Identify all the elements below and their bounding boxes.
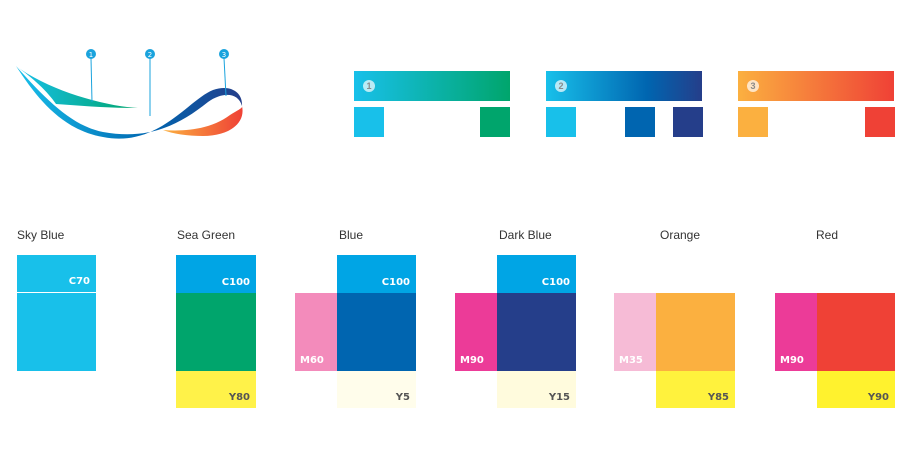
logo-marker-3: 3 bbox=[222, 51, 226, 59]
logo-marker-2: 2 bbox=[148, 51, 152, 59]
swatch-orange bbox=[738, 107, 768, 137]
sea-green-yellow-block: Y80 bbox=[176, 371, 256, 408]
orange-main-block bbox=[656, 293, 735, 371]
red-magenta-block: M90 bbox=[775, 293, 817, 371]
brand-logo-icon: 1 2 3 bbox=[16, 49, 243, 139]
color-name-sea-green: Sea Green bbox=[177, 228, 236, 242]
color-name-orange: Orange bbox=[660, 228, 701, 242]
cmyk-code: M90 bbox=[460, 355, 484, 366]
divider bbox=[17, 292, 96, 293]
gradient-bar-number: 3 bbox=[747, 80, 759, 92]
swatch-red bbox=[865, 107, 895, 137]
swatch-blue bbox=[625, 107, 655, 137]
dark-blue-main-block bbox=[497, 293, 576, 371]
sky-blue-main-block bbox=[17, 293, 96, 371]
orange-yellow-block: Y85 bbox=[656, 371, 735, 408]
cmyk-code: C100 bbox=[541, 277, 570, 288]
dark-blue-cyan-block: C100 bbox=[497, 255, 576, 293]
swatch-sea-green bbox=[480, 107, 510, 137]
red-yellow-block: Y90 bbox=[817, 371, 895, 408]
gradient-bar-1: 1 bbox=[354, 71, 510, 101]
gradient-bar-number: 2 bbox=[555, 80, 567, 92]
cmyk-code: C100 bbox=[381, 277, 410, 288]
gradient-bar-2: 2 bbox=[546, 71, 702, 101]
sea-green-cyan-block: C100 bbox=[176, 255, 256, 293]
blue-main-block bbox=[337, 293, 416, 371]
swatch-sky-blue bbox=[546, 107, 576, 137]
cmyk-code: Y5 bbox=[395, 392, 410, 403]
cmyk-code: Y15 bbox=[548, 392, 570, 403]
color-name-sky-blue: Sky Blue bbox=[17, 228, 65, 242]
cmyk-code: M35 bbox=[619, 355, 643, 366]
swatch-dark-blue bbox=[673, 107, 703, 137]
blue-yellow-block: Y5 bbox=[337, 371, 416, 408]
gradient-bar-number: 1 bbox=[363, 80, 375, 92]
cmyk-code: C70 bbox=[68, 276, 90, 287]
red-main-block bbox=[817, 293, 895, 371]
color-name-red: Red bbox=[816, 228, 839, 242]
swatch-sky-blue bbox=[354, 107, 384, 137]
cmyk-code: C100 bbox=[221, 277, 250, 288]
brand-logo: 1 2 3 bbox=[8, 40, 258, 160]
cmyk-code: Y80 bbox=[228, 392, 250, 403]
blue-magenta-block: M60 bbox=[295, 293, 337, 371]
cmyk-code: Y90 bbox=[867, 392, 889, 403]
cmyk-code: M60 bbox=[300, 355, 324, 366]
dark-blue-yellow-block: Y15 bbox=[497, 371, 576, 408]
dark-blue-magenta-block: M90 bbox=[455, 293, 497, 371]
sky-blue-top-block: C70 bbox=[17, 255, 96, 292]
sea-green-main-block bbox=[176, 293, 256, 371]
blue-cyan-block: C100 bbox=[337, 255, 416, 293]
color-name-dark-blue: Dark Blue bbox=[499, 228, 552, 242]
color-name-blue: Blue bbox=[339, 228, 364, 242]
logo-marker-1: 1 bbox=[89, 51, 93, 59]
gradient-bar-3: 3 bbox=[738, 71, 894, 101]
cmyk-code: M90 bbox=[780, 355, 804, 366]
orange-magenta-block: M35 bbox=[614, 293, 656, 371]
cmyk-code: Y85 bbox=[707, 392, 729, 403]
